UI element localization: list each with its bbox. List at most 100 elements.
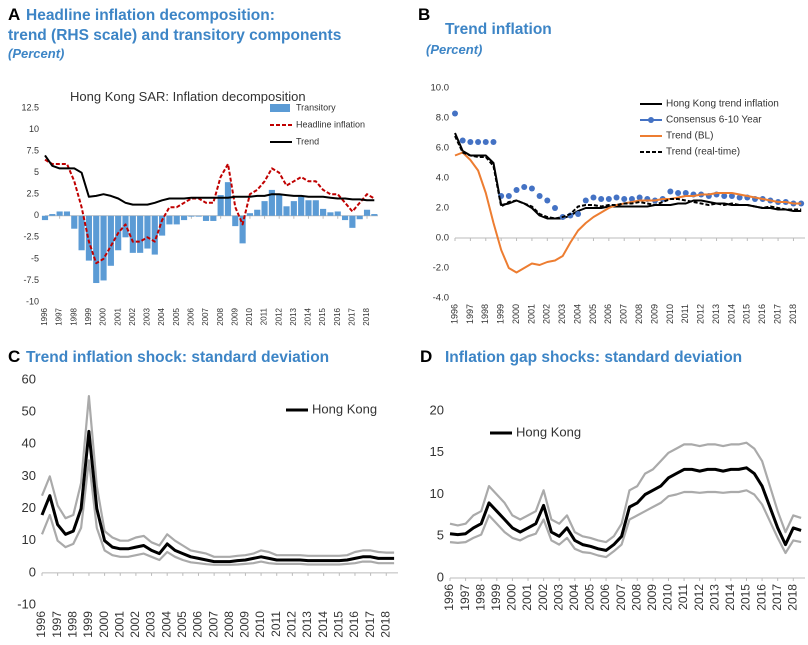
line: [454, 135, 802, 220]
bar: [276, 194, 283, 216]
x-tick-label: 2005: [175, 611, 189, 638]
chart-title: Trend inflation shock: standard deviatio…: [26, 349, 329, 366]
dot: [636, 194, 643, 201]
y-tick-label: 40: [22, 436, 36, 451]
x-tick-label: 2000: [505, 584, 519, 611]
bar: [85, 215, 92, 261]
x-tick-label: 2008: [222, 611, 236, 638]
x-tick-label: 1998: [65, 611, 79, 638]
bar: [129, 215, 136, 253]
x-tick-label: 2009: [238, 611, 252, 638]
y-tick-label: 15: [430, 444, 444, 459]
x-tick-label: 1999: [84, 307, 93, 325]
y-tick-label: 10.0: [431, 83, 450, 94]
x-tick-label: 2006: [603, 304, 613, 324]
bar: [173, 215, 180, 225]
panel-letter: B: [418, 5, 430, 24]
x-tick-label: 1999: [496, 304, 506, 324]
x-tick-label: 2017: [772, 304, 782, 324]
dot: [728, 193, 735, 199]
dot: [459, 137, 466, 144]
x-tick-label: 2013: [707, 584, 721, 611]
bar: [246, 213, 253, 216]
x-tick-label: 2001: [526, 304, 536, 324]
y-tick-label: 12.5: [21, 102, 39, 112]
line: [449, 441, 802, 544]
legend-label: Trend (real-time): [666, 147, 740, 158]
dot: [605, 196, 612, 202]
x-tick-label: 2002: [542, 304, 552, 324]
legend-swatch: [648, 117, 654, 123]
bar: [334, 211, 341, 216]
x-tick-label: 2012: [285, 611, 299, 638]
x-tick-label: 2008: [634, 304, 644, 324]
legend-label: Hong Kong trend inflation: [666, 99, 779, 110]
x-tick-label: 2014: [304, 307, 313, 325]
dot: [482, 139, 489, 145]
chart-subtitle: (Percent): [426, 42, 482, 57]
dot: [613, 194, 620, 201]
y-tick-label: 5: [34, 167, 39, 177]
bar: [210, 215, 217, 221]
x-tick-label: 2012: [274, 307, 283, 325]
dot: [521, 184, 528, 190]
x-tick-label: 2002: [536, 584, 550, 611]
bar: [78, 215, 85, 251]
x-tick-label: 1996: [40, 307, 49, 325]
x-tick-label: 2013: [289, 307, 298, 325]
y-tick-label: 2.0: [436, 203, 449, 214]
x-tick-label: 2015: [318, 307, 327, 325]
chart-title: Trend inflation: [445, 21, 552, 38]
x-tick-label: 1999: [489, 584, 503, 611]
dot: [475, 139, 482, 145]
bar: [100, 215, 107, 281]
dot: [544, 197, 551, 204]
x-tick-label: 2010: [665, 304, 675, 324]
x-tick-label: 2012: [696, 304, 706, 324]
dot: [621, 196, 628, 202]
y-tick-label: 10: [22, 532, 36, 547]
bar: [63, 211, 71, 216]
x-tick-label: 1997: [50, 611, 64, 638]
x-tick-label: 2000: [99, 307, 108, 325]
y-tick-label: 20: [430, 402, 444, 417]
x-tick-label: 2000: [511, 304, 521, 324]
dot: [736, 194, 743, 201]
bar: [166, 215, 173, 225]
x-tick-label: 2011: [260, 307, 269, 325]
y-tick-label: 50: [22, 404, 36, 419]
x-tick-label: 2009: [649, 304, 659, 324]
dot: [513, 187, 520, 193]
x-tick-label: 2016: [333, 307, 342, 325]
x-tick-label: 2003: [551, 584, 565, 611]
dot: [552, 205, 558, 211]
x-tick-label: 2017: [363, 611, 377, 638]
x-tick-label: 2016: [347, 611, 361, 638]
panel-letter: A: [8, 5, 20, 24]
x-tick-label: 2005: [583, 584, 597, 611]
dot: [467, 139, 474, 145]
y-tick-label: -4.0: [433, 293, 449, 304]
y-tick-label: 4.0: [436, 173, 449, 184]
line: [40, 429, 395, 564]
line: [449, 489, 802, 559]
y-tick-label: 10: [430, 486, 444, 501]
x-tick-label: 2014: [316, 611, 330, 638]
x-tick-label: 1996: [34, 611, 48, 638]
dot: [452, 110, 458, 117]
bar: [41, 215, 49, 221]
dot: [628, 196, 635, 202]
x-tick-label: 2007: [206, 611, 220, 638]
x-tick-label: 2001: [520, 584, 534, 611]
bar: [341, 215, 349, 221]
chart-title: Headline inflation decomposition:: [26, 7, 275, 24]
y-tick-label: 0.0: [436, 233, 449, 244]
x-tick-label: 2004: [157, 307, 166, 325]
x-tick-label: 2009: [230, 307, 239, 325]
y-tick-label: 7.5: [26, 145, 39, 155]
y-tick-label: 2.5: [26, 189, 39, 199]
x-tick-label: 2015: [331, 611, 345, 638]
bar: [144, 215, 151, 249]
x-tick-label: 2016: [757, 304, 767, 324]
